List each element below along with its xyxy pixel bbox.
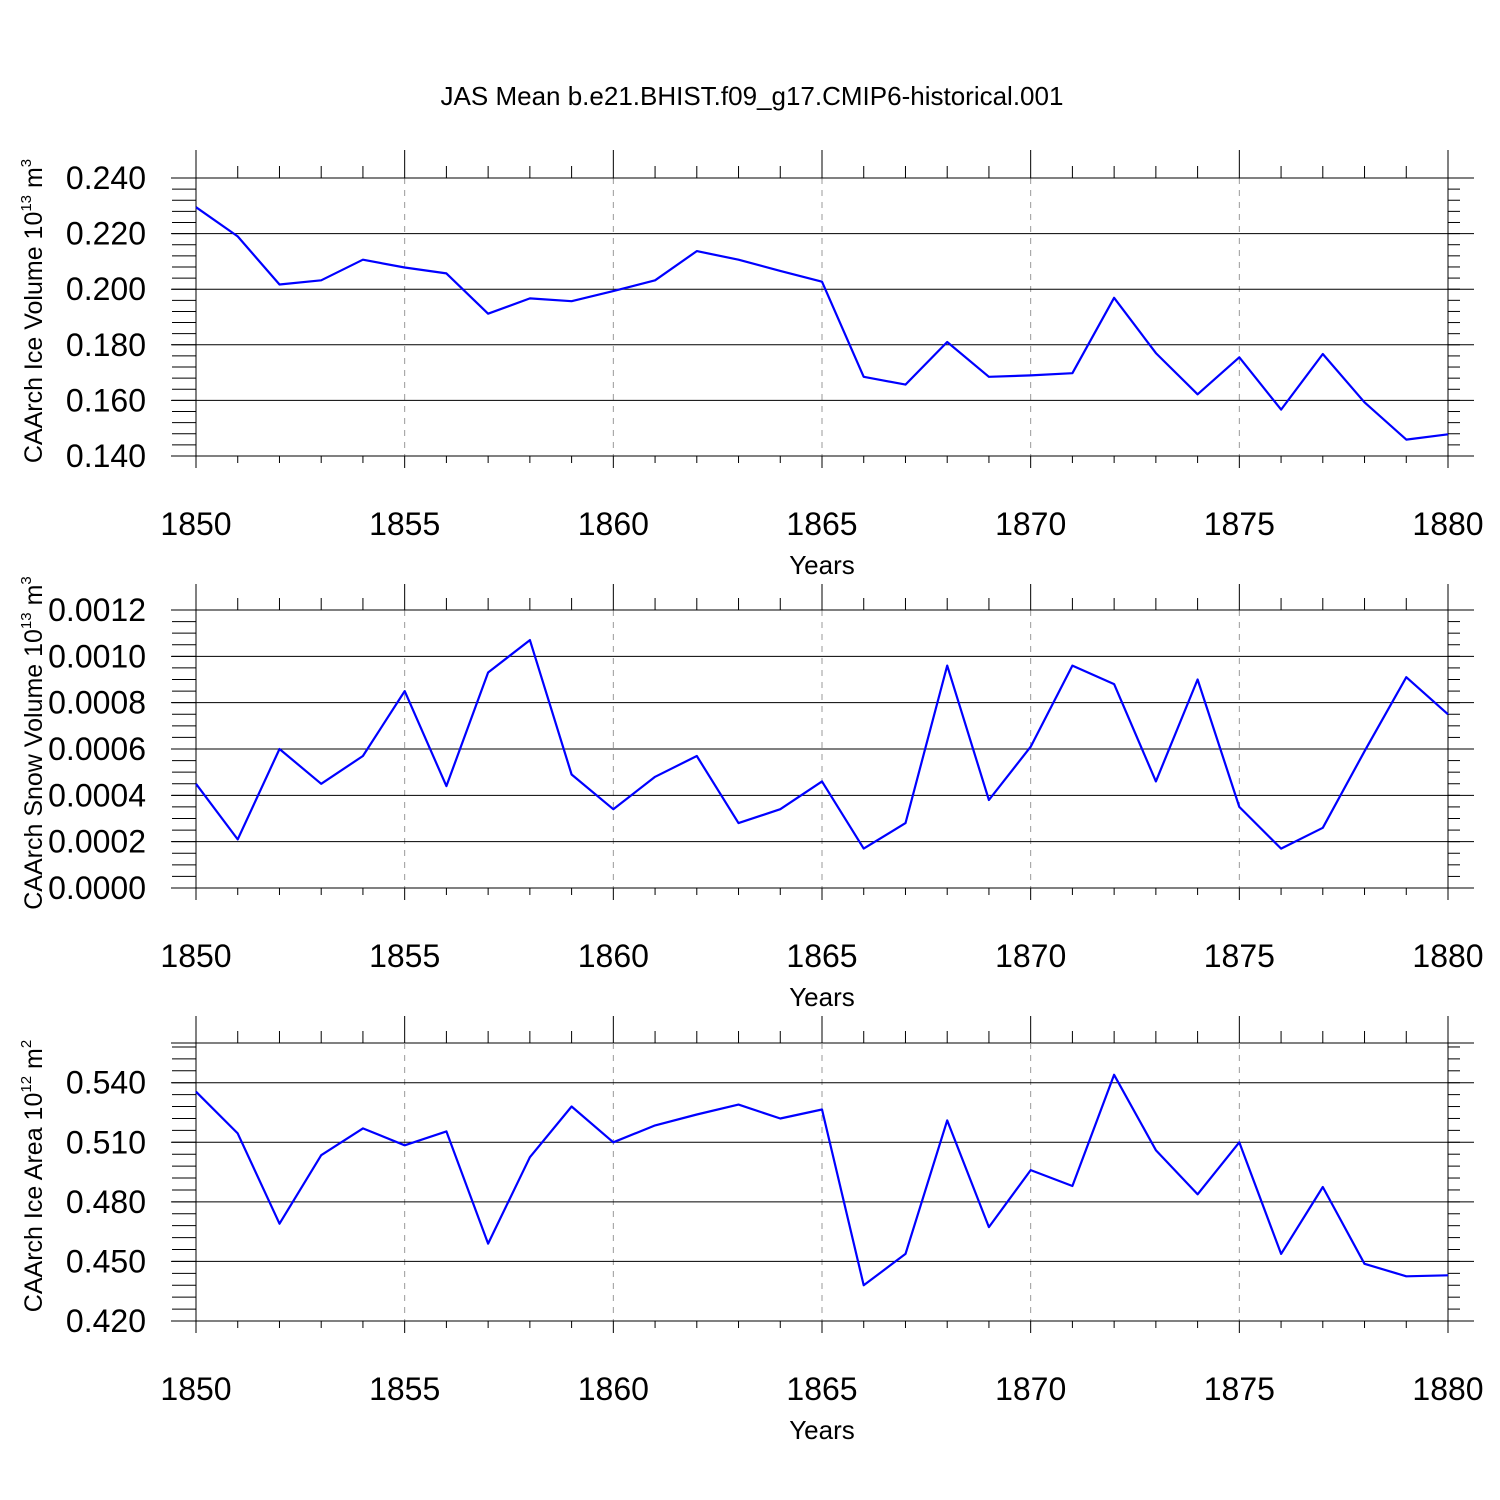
y-axis-title: CAArch Snow Volume 1013 m3	[18, 576, 48, 910]
y-axis-title-sup2: 3	[18, 576, 35, 584]
y-tick-label: 0.240	[66, 160, 146, 196]
y-tick-label: 0.200	[66, 271, 146, 307]
x-axis-title: Years	[789, 982, 855, 1012]
x-tick-label: 1855	[369, 1371, 440, 1407]
y-axis-title-text: CAArch Ice Area 10	[20, 1093, 48, 1313]
x-tick-label: 1880	[1412, 1371, 1483, 1407]
figure-title: JAS Mean b.e21.BHIST.f09_g17.CMIP6-histo…	[441, 81, 1064, 111]
y-tick-label: 0.220	[66, 216, 146, 252]
x-tick-label: 1850	[160, 506, 231, 542]
y-axis-title-text: CAArch Snow Volume 10	[20, 629, 48, 910]
x-tick-label: 1870	[995, 1371, 1066, 1407]
y-tick-label: 0.0006	[48, 731, 146, 767]
x-tick-label: 1875	[1204, 506, 1275, 542]
x-tick-label: 1860	[578, 1371, 649, 1407]
x-tick-label: 1880	[1412, 938, 1483, 974]
y-tick-label: 0.540	[66, 1065, 146, 1101]
y-tick-label: 0.0010	[48, 638, 146, 674]
x-axis-title: Years	[789, 550, 855, 580]
x-tick-label: 1855	[369, 506, 440, 542]
x-tick-label: 1870	[995, 506, 1066, 542]
y-axis-title-sup2: 2	[18, 1040, 35, 1048]
x-tick-label: 1865	[786, 938, 857, 974]
series-line-ice-volume	[195, 206, 1449, 441]
x-tick-label: 1880	[1412, 506, 1483, 542]
y-tick-label: 0.480	[66, 1184, 146, 1220]
x-tick-label: 1860	[578, 938, 649, 974]
y-tick-label: 0.160	[66, 382, 146, 418]
x-tick-label: 1865	[786, 506, 857, 542]
x-tick-label: 1875	[1204, 1371, 1275, 1407]
x-tick-label: 1855	[369, 938, 440, 974]
y-tick-label: 0.0000	[48, 870, 146, 906]
y-tick-label: 0.0002	[48, 824, 146, 860]
y-axis-title-sup2: 3	[18, 159, 35, 167]
y-axis-title-sup1: 13	[18, 195, 35, 212]
x-tick-label: 1850	[160, 938, 231, 974]
y-axis-title: CAArch Ice Volume 1013 m3	[18, 159, 48, 463]
x-tick-label: 1875	[1204, 938, 1275, 974]
chart-panel-1: 1850 1855 1860 1865 1870 1875 1880 0.140 0.160 0.…	[18, 150, 1484, 580]
y-tick-label: 0.180	[66, 327, 146, 363]
x-axis-title: Years	[789, 1415, 855, 1445]
x-tick-label: 1850	[160, 1371, 231, 1407]
y-axis-title-sup1: 13	[18, 612, 35, 629]
y-tick-label: 0.140	[66, 438, 146, 474]
y-tick-label: 0.420	[66, 1303, 146, 1339]
y-tick-label: 0.0008	[48, 685, 146, 721]
y-axis-title-mid: m	[20, 585, 48, 613]
series-line-snow-volume	[195, 638, 1449, 850]
chart-panel-3: 1850 1855 1860 1865 1870 1875 1880 0.420 0.450 0.…	[18, 1016, 1484, 1445]
x-tick-label: 1860	[578, 506, 649, 542]
x-tick-label: 1865	[786, 1371, 857, 1407]
y-tick-label: 0.510	[66, 1124, 146, 1160]
y-axis-title-mid: m	[20, 167, 48, 195]
y-axis-title-text: CAArch Ice Volume 10	[20, 212, 48, 464]
series-line-ice-area	[195, 1073, 1449, 1287]
y-tick-label: 0.0012	[48, 592, 146, 628]
y-axis-title-sup1: 12	[18, 1076, 35, 1093]
y-tick-label: 0.0004	[48, 777, 146, 813]
y-axis-title: CAArch Ice Area 1012 m2	[18, 1040, 48, 1312]
x-tick-label: 1870	[995, 938, 1066, 974]
chart-panel-2: 1850 1855 1860 1865 1870 1875 1880 0.0000 0.0002…	[18, 576, 1484, 1012]
y-tick-label: 0.450	[66, 1243, 146, 1279]
y-axis-title-mid: m	[20, 1048, 48, 1076]
